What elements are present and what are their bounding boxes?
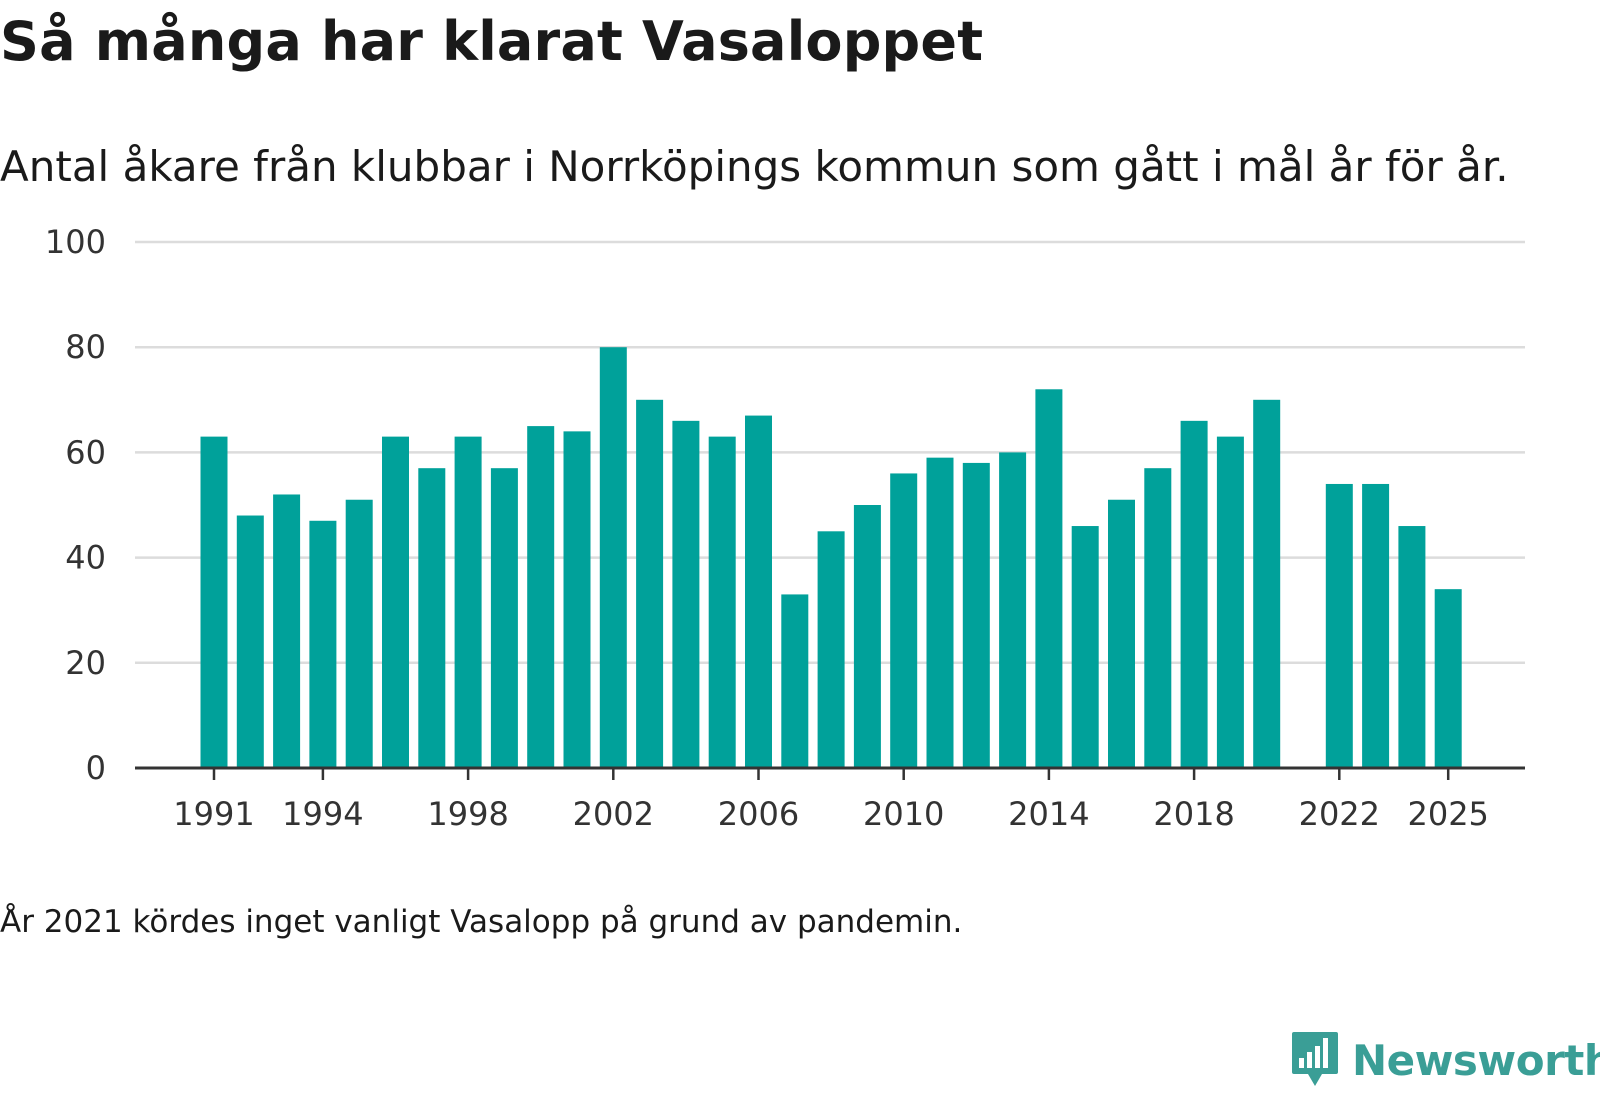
axes: 0 20 40 60 80 100 1991 1994 1998 2002 2006 2010 2014…: [45, 223, 1525, 833]
bar-1995: [345, 499, 373, 768]
y-tick-label: 20: [65, 644, 106, 682]
x-tick-label: 2025: [1407, 795, 1488, 833]
bar-1994: [309, 520, 337, 768]
bar-2009: [853, 505, 881, 768]
bar-1997: [418, 468, 446, 768]
newsworthy-logo-text: Newsworthy: [1352, 1035, 1600, 1085]
x-tick-label: 2006: [718, 795, 799, 833]
bar-2011: [926, 457, 954, 768]
bar-2012: [962, 462, 990, 768]
bar-2024: [1398, 526, 1426, 768]
newsworthy-logo-icon: [1292, 1032, 1338, 1086]
bars: [200, 347, 1462, 768]
bar-2008: [817, 531, 845, 768]
bar-1998: [454, 436, 482, 768]
bar-2005: [708, 436, 736, 768]
bar-2015: [1071, 526, 1099, 768]
bar-2000: [527, 426, 555, 768]
bar-2016: [1108, 499, 1135, 768]
x-tick-label: 1994: [282, 795, 363, 833]
bar-2010: [890, 473, 918, 768]
chart-title: Så många har klarat Vasaloppet: [0, 10, 984, 73]
x-tick-label: 1991: [173, 795, 254, 833]
bar-2003: [636, 399, 664, 768]
bar-1992: [236, 515, 264, 768]
bar-2022: [1325, 483, 1353, 768]
x-tick-label: 2010: [863, 795, 944, 833]
bar-2020: [1253, 399, 1281, 768]
footnote: År 2021 kördes inget vanligt Vasalopp på…: [0, 904, 963, 940]
bar-2019: [1216, 436, 1244, 768]
y-tick-label: 100: [45, 223, 106, 261]
bar-2025: [1434, 589, 1462, 768]
bar-chart: 0 20 40 60 80 100 1991 1994 1998 2002 2006 2010 2014…: [45, 223, 1525, 833]
bar-2006: [745, 415, 772, 768]
bar-2014: [1035, 389, 1063, 768]
chart-subtitle: Antal åkare från klubbar i Norrköpings k…: [0, 142, 1509, 191]
x-tick-label: 2022: [1299, 795, 1380, 833]
bar-2023: [1362, 483, 1390, 768]
bar-2007: [781, 594, 809, 768]
y-tick-label: 40: [65, 539, 106, 577]
bar-1999: [490, 468, 518, 768]
y-tick-label: 60: [65, 433, 106, 471]
bar-2004: [672, 420, 700, 768]
newsworthy-logo: Newsworthy: [1290, 1020, 1600, 1100]
y-tick-label: 80: [65, 328, 106, 366]
x-tick-label: 2002: [573, 795, 654, 833]
bar-2018: [1180, 420, 1208, 768]
bar-1993: [273, 494, 301, 768]
bar-2013: [999, 452, 1027, 768]
y-tick-label: 0: [86, 749, 106, 787]
x-tick-label: 2018: [1153, 795, 1234, 833]
bar-2001: [563, 431, 591, 768]
x-tick-label: 1998: [427, 795, 508, 833]
bar-1996: [382, 436, 409, 768]
x-tick-label: 2014: [1008, 795, 1089, 833]
bar-2017: [1144, 468, 1172, 768]
bar-1991: [200, 436, 228, 768]
bar-2002: [599, 347, 627, 768]
